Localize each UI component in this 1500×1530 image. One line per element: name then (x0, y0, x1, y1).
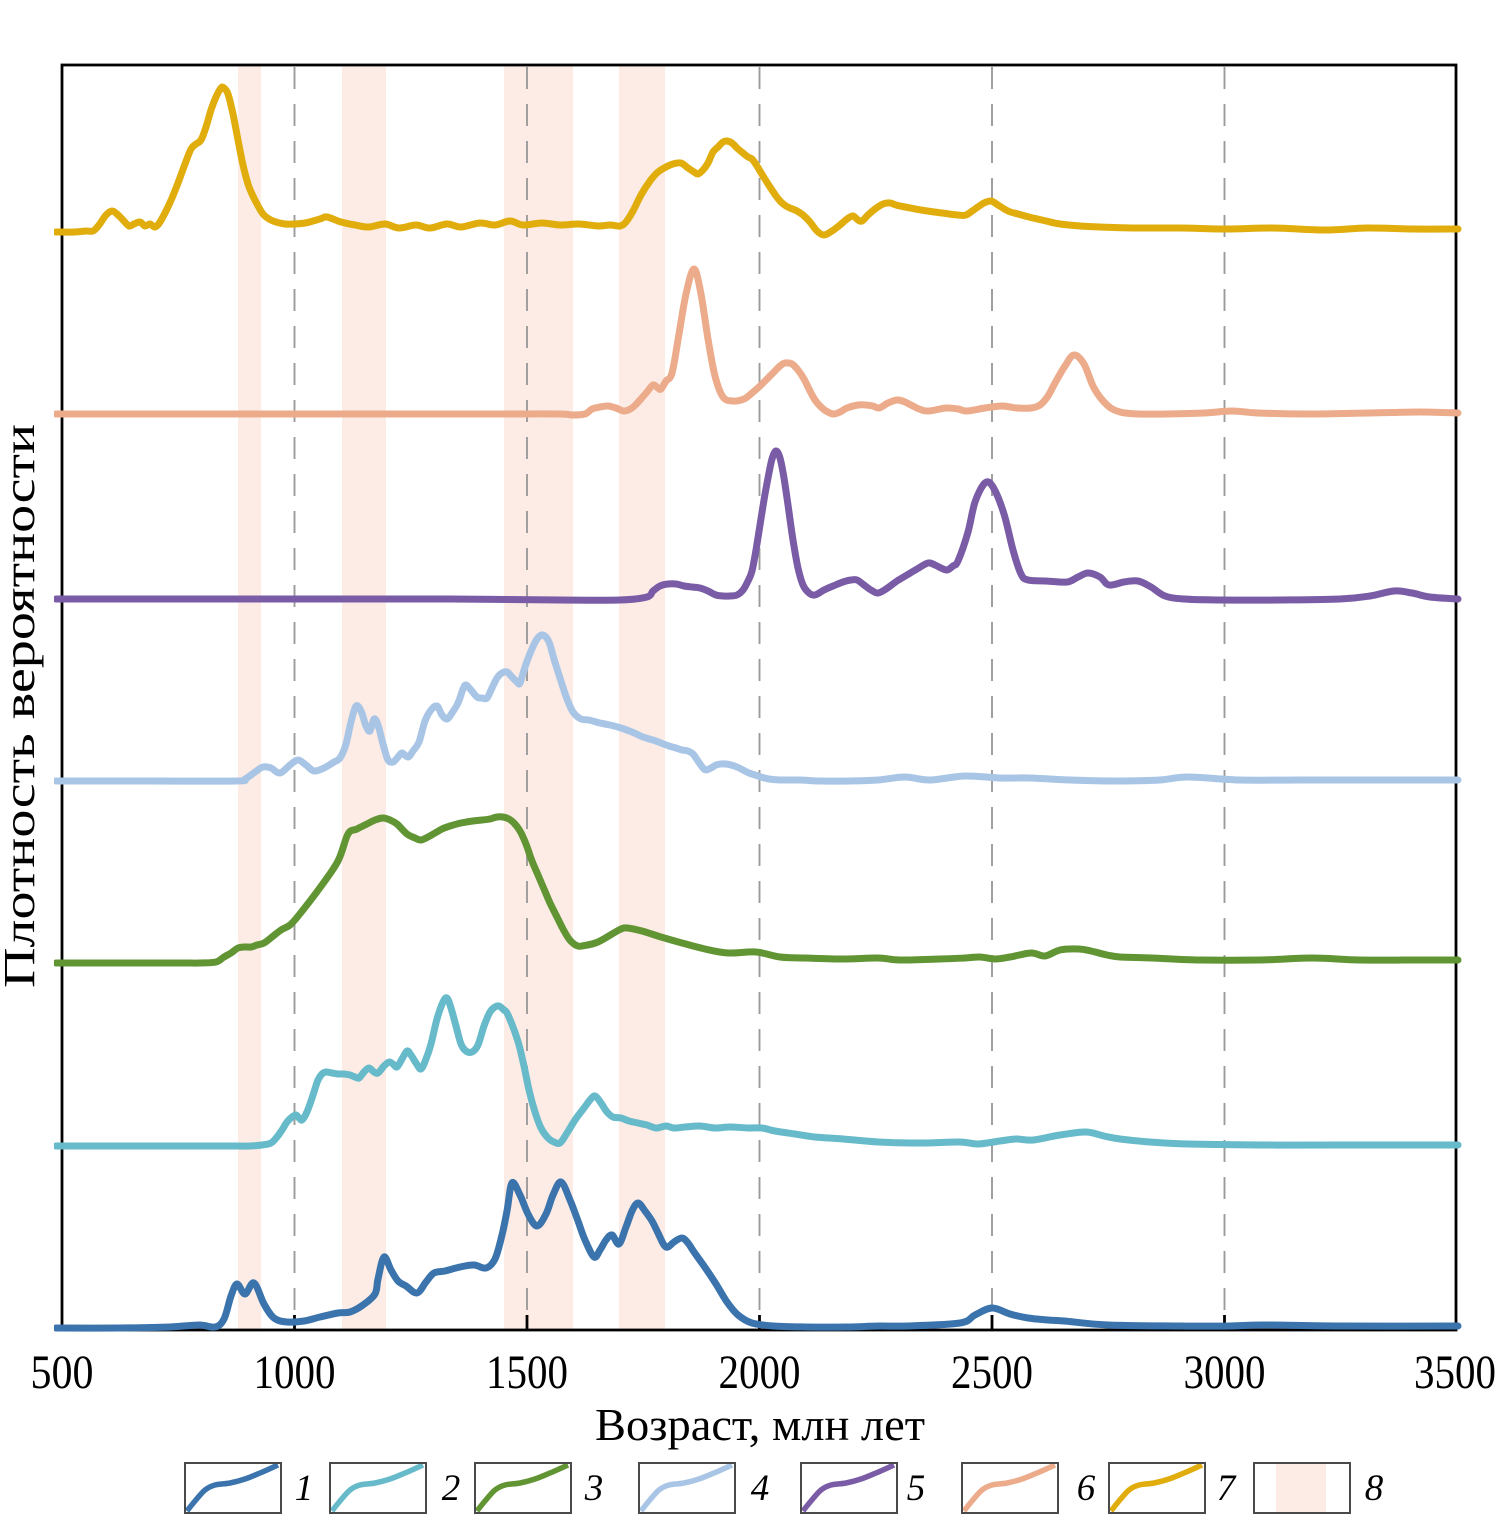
svg-text:3500: 3500 (1414, 1347, 1496, 1399)
svg-text:8: 8 (1365, 1468, 1384, 1509)
svg-text:4: 4 (751, 1468, 770, 1509)
svg-text:6: 6 (1077, 1468, 1096, 1509)
svg-text:500: 500 (31, 1347, 94, 1399)
svg-text:1: 1 (295, 1468, 314, 1509)
svg-text:2000: 2000 (719, 1347, 801, 1399)
svg-text:3000: 3000 (1184, 1347, 1266, 1399)
svg-text:1500: 1500 (486, 1347, 568, 1399)
svg-text:1000: 1000 (254, 1347, 336, 1399)
svg-text:3: 3 (584, 1468, 604, 1509)
svg-text:2: 2 (442, 1468, 461, 1509)
svg-text:Плотность вероятности: Плотность вероятности (0, 424, 44, 988)
svg-text:7: 7 (1217, 1468, 1237, 1509)
svg-text:Возраст, млн лет: Возраст, млн лет (595, 1400, 925, 1450)
svg-text:2500: 2500 (951, 1347, 1033, 1399)
svg-text:5: 5 (907, 1468, 926, 1509)
